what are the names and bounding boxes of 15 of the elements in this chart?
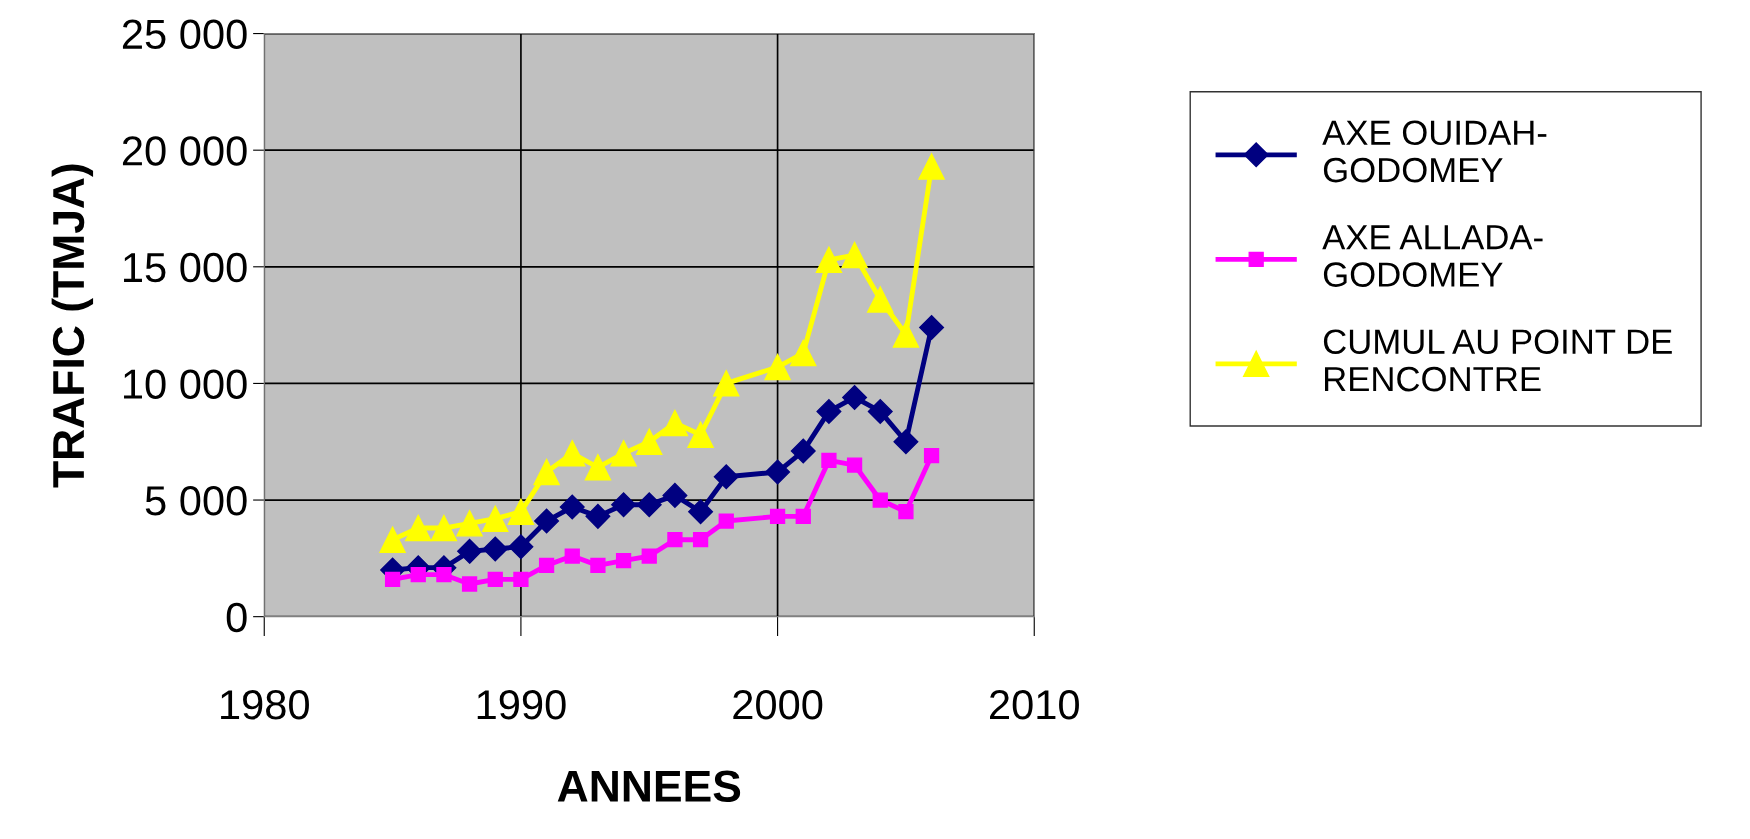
y-tick-label: 10 000: [124, 369, 247, 399]
legend-label: AXE OUIDAH- GODOMEY: [1322, 120, 1547, 183]
y-tick-label: 25 000: [122, 19, 247, 50]
x-tick-label: 1990: [477, 689, 566, 720]
legend-label: AXE ALLADA- GODOMEY: [1322, 225, 1543, 287]
y-tick-label: 20 000: [122, 136, 247, 166]
legend-label: CUMUL AU POINT DE RENCONTRE: [1323, 329, 1672, 392]
x-tick-label: 1980: [221, 689, 309, 720]
x-tick-label: 2010: [990, 689, 1079, 720]
y-tick-label: 0: [226, 602, 247, 633]
y-axis-title: TRAFIC (TMJA): [51, 164, 94, 488]
x-tick-label: 2000: [733, 689, 823, 720]
x-axis-title: ANNEES: [557, 770, 741, 803]
y-tick-label: 5 000: [145, 486, 247, 516]
y-tick-label: 15 000: [124, 252, 247, 283]
